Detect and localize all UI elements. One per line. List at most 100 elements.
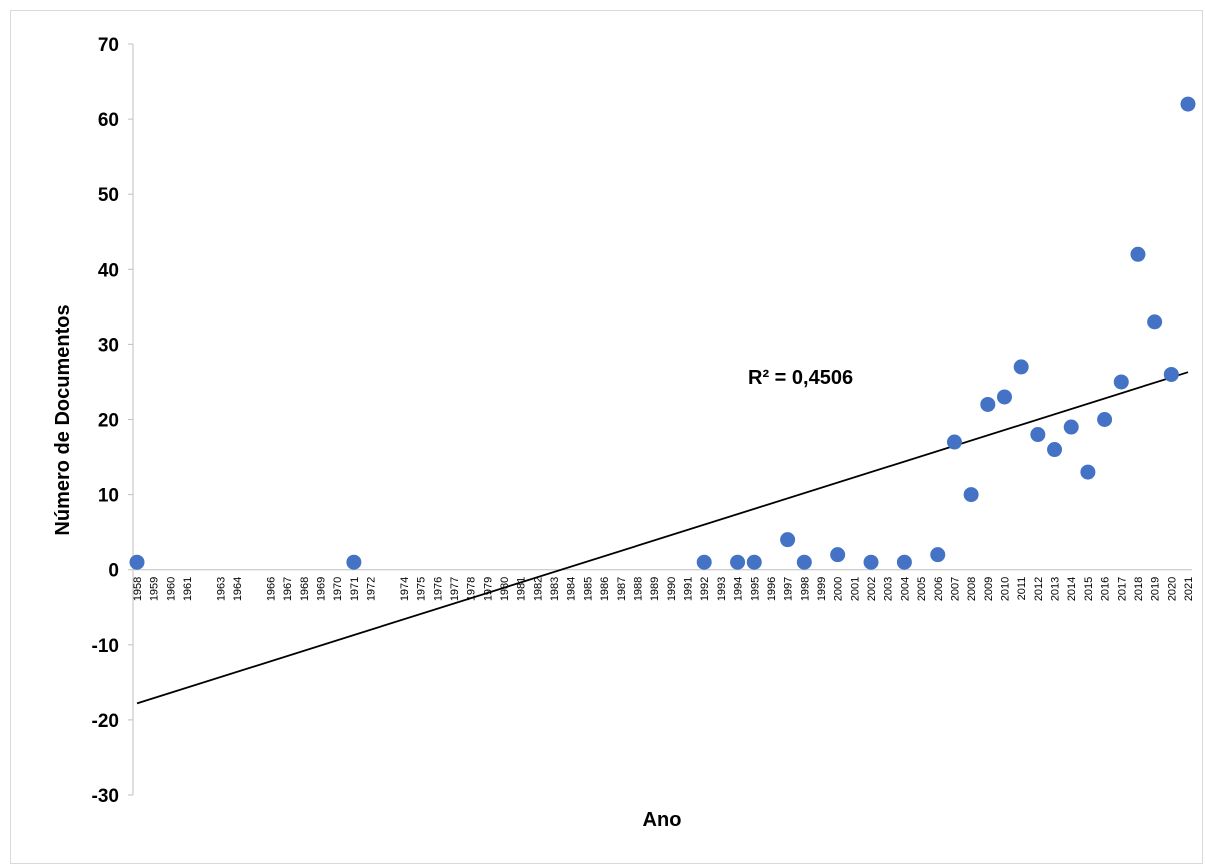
y-tick-label: 60 [98,110,119,131]
x-tick-label: 1974 [399,577,411,601]
y-tick-label: -30 [92,786,119,807]
x-tick-label: 1971 [349,577,361,601]
y-axis-title: Número de Documentos [52,304,74,535]
data-point [830,547,846,563]
x-tick-label: 1977 [449,577,461,601]
x-tick-label: 1967 [282,577,294,601]
data-point [796,554,812,570]
x-tick-label: 1961 [182,577,194,601]
x-tick-label: 1988 [632,577,644,601]
x-tick-label: 1987 [616,577,628,601]
y-tick-label: -20 [92,711,119,732]
data-point [1063,419,1079,435]
data-point [1080,464,1096,480]
data-point [1047,442,1063,458]
chart-frame [10,10,1203,864]
x-tick-label: 1999 [816,577,828,601]
x-tick-label: 2006 [933,577,945,601]
trendline [136,371,1189,705]
data-point [780,532,796,548]
x-tick-label: 1984 [566,577,578,601]
data-point [730,554,746,570]
data-point [863,554,879,570]
x-axis: 1958 1959 1960 1961 1963 1964 1966 1967 1968 1969… [132,569,1195,601]
x-tick-label: 1995 [749,577,761,601]
data-point [696,554,712,570]
x-tick-label: 2000 [833,577,845,601]
x-tick-label: 1978 [466,577,478,601]
x-tick-label: 2021 [1183,577,1195,601]
x-tick-label: 1975 [416,577,428,601]
x-tick-label: 1983 [549,577,561,601]
x-tick-label: 2003 [883,577,895,601]
data-point [1013,359,1029,375]
x-tick-label: 1982 [532,577,544,601]
data-point [1130,246,1146,262]
x-tick-label: 1968 [299,577,311,601]
x-tick-label: 2017 [1116,577,1128,601]
x-tick-label: 1985 [582,577,594,601]
x-tick-label: 1963 [215,577,227,601]
y-tick-label: 50 [98,185,119,206]
data-point [1113,374,1129,390]
data-point [346,554,362,570]
data-point [1030,427,1046,443]
x-tick-label: 1969 [316,577,328,601]
data-point [963,487,979,503]
data-point [1180,96,1196,112]
data-point [980,396,996,412]
trendline-line [136,371,1189,705]
x-tick-label: 1991 [683,577,695,601]
x-tick-label: 2013 [1050,577,1062,601]
data-point [996,389,1012,405]
x-tick-label: 1993 [716,577,728,601]
x-tick-label: 2005 [916,577,928,601]
x-tick-label: 1976 [432,577,444,601]
x-tick-label: 2018 [1133,577,1145,601]
x-tick-label: 2014 [1066,577,1078,601]
x-tick-label: 1970 [332,577,344,601]
x-tick-label: 1966 [265,577,277,601]
x-tick-label: 2001 [849,577,861,601]
x-tick-label: 2010 [999,577,1011,601]
x-tick-label: 2016 [1100,577,1112,601]
x-tick-label: 1994 [733,577,745,601]
data-point [930,547,946,563]
data-point [946,434,962,450]
x-tick-label: 1960 [165,577,177,601]
x-tick-label: 1964 [232,577,244,601]
x-tick-label: 1998 [799,577,811,601]
y-axis: -30 -20 -10 0 10 20 30 40 50 60 70 [92,35,134,807]
x-tick-label: 1996 [766,577,778,601]
x-tick-label: 2007 [949,577,961,601]
x-tick-label: 1992 [699,577,711,601]
x-tick-label: 1972 [366,577,378,601]
x-axis-title: Ano [643,809,682,831]
data-point [1147,314,1163,330]
x-tick-label: 1959 [149,577,161,601]
x-tick-label: 1980 [499,577,511,601]
y-tick-label: 0 [108,561,119,582]
x-tick-label: 2002 [866,577,878,601]
data-point [1097,412,1113,427]
data-point [746,554,762,570]
data-points [129,96,1196,570]
x-tick-label: 1986 [599,577,611,601]
x-tick-label: 1979 [482,577,494,601]
x-tick-label: 1989 [649,577,661,601]
x-tick-label: 2019 [1150,577,1162,601]
x-tick-label: 2009 [983,577,995,601]
data-point [1163,366,1179,382]
x-tick-label: 1958 [132,577,144,601]
x-tick-label: 2015 [1083,577,1095,601]
data-point [896,554,912,570]
r-squared-label: R² = 0,4506 [748,367,853,389]
y-tick-label: 30 [98,335,119,356]
y-tick-label: 10 [98,486,119,507]
x-tick-label: 2008 [966,577,978,601]
y-tick-label: 20 [98,411,119,432]
x-tick-label: 2004 [899,577,911,601]
x-tick-label: 1997 [783,577,795,601]
y-tick-label: 40 [98,260,119,281]
